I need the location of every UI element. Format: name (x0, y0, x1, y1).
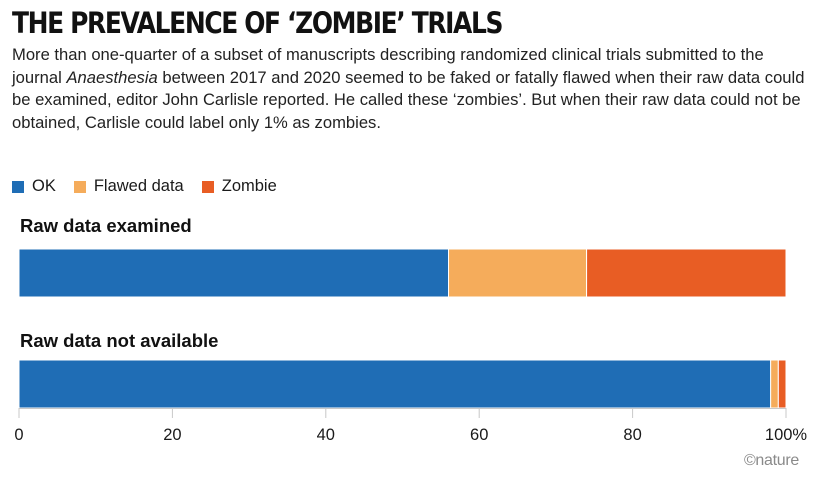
legend-item-zombie: Zombie (201, 177, 277, 196)
chart-subtitle: More than one-quarter of a subset of man… (12, 44, 812, 134)
bar-raw-data-not-available-zombie (777, 359, 787, 409)
x-tick-label-20: 20 (163, 426, 181, 444)
journal-name: Anaesthesia (66, 67, 158, 87)
bar-raw-data-not-available-flawed-data (770, 359, 779, 409)
legend-swatch-flawed (73, 180, 86, 193)
x-tick-label-100: 100% (765, 426, 808, 444)
legend-label-flawed: Flawed data (93, 177, 184, 195)
x-tick-label-60: 60 (470, 426, 488, 444)
bar-raw-data-examined-ok (18, 248, 450, 298)
legend-swatch-ok (12, 180, 24, 193)
x-tick-label-40: 40 (317, 426, 335, 444)
legend-label-zombie: Zombie (221, 177, 277, 195)
x-tick-label-80: 80 (623, 426, 641, 444)
legend-item-ok: OK (12, 177, 56, 196)
row-label-not-available: Raw data not available (20, 330, 219, 351)
legend-item-flawed: Flawed data (73, 177, 184, 196)
subtitle-part-1: More than one-quarter of a subset of man… (12, 45, 764, 87)
nature-credit: ©nature (743, 452, 799, 469)
x-tick-label-0: 0 (14, 426, 23, 444)
legend-label-ok: OK (32, 177, 56, 195)
legend-swatch-zombie (201, 180, 214, 193)
legend: OK Flawed data Zombie (12, 177, 277, 196)
bar-raw-data-examined-flawed-data (448, 248, 588, 298)
subtitle-part-2: between 2017 and 2020 seemed to be faked… (12, 67, 805, 132)
row-label-examined: Raw data examined (20, 215, 192, 236)
chart-title: THE PREVALENCE OF ‘ZOMBIE’ TRIALS (12, 6, 503, 40)
bar-raw-data-examined-zombie (586, 248, 787, 298)
bar-raw-data-not-available-ok (18, 359, 772, 409)
